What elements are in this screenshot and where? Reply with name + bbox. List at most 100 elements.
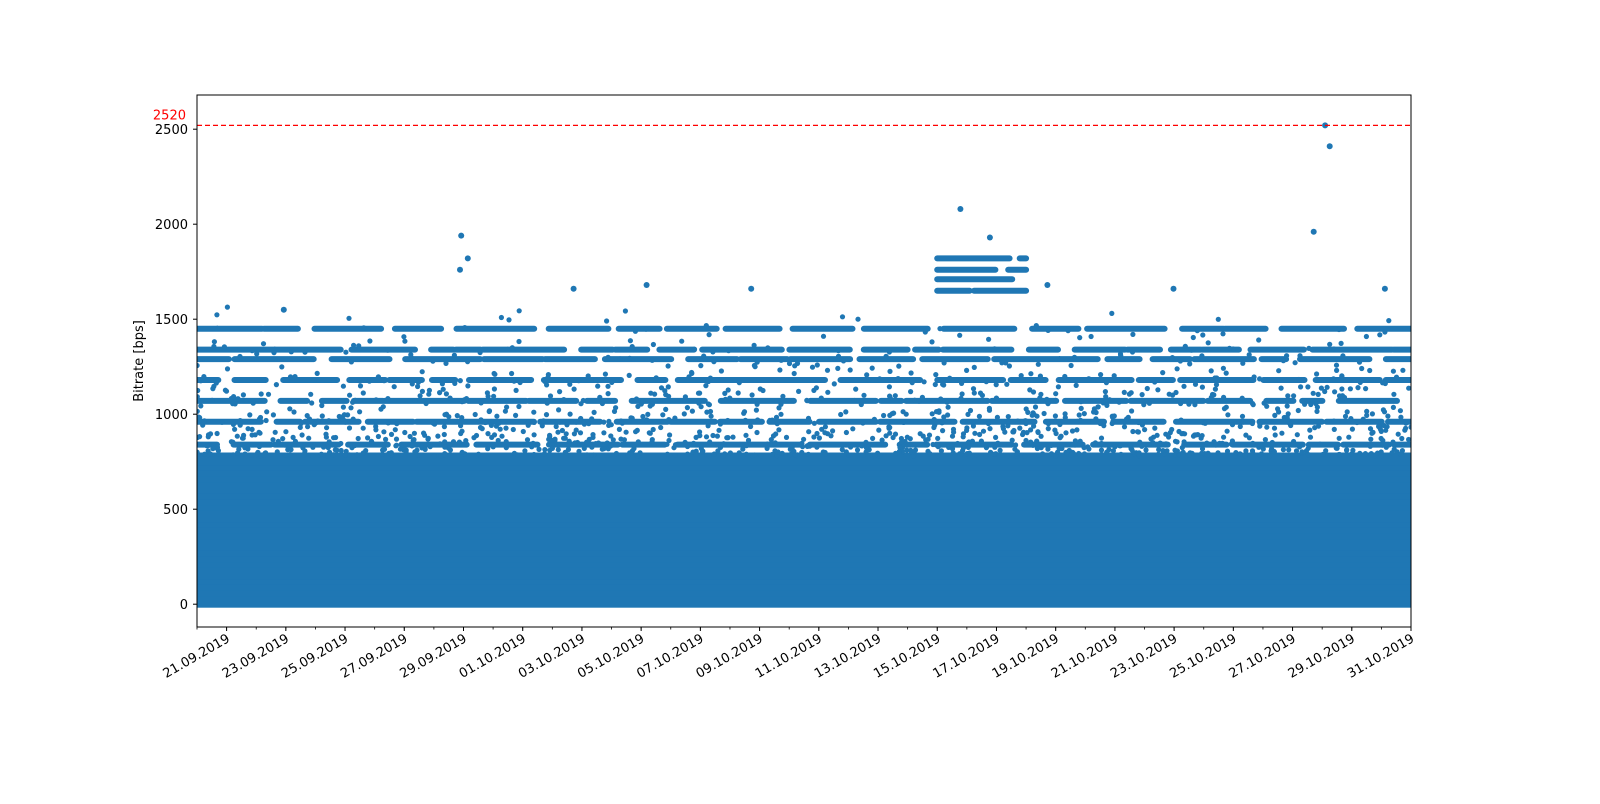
outlier-point-0 xyxy=(458,232,465,239)
scatter-point xyxy=(987,426,993,432)
scatter-point xyxy=(330,452,337,458)
scatter-point xyxy=(1097,420,1103,427)
scatter-point xyxy=(1002,429,1008,435)
scatter-point xyxy=(854,447,861,453)
scatter-point xyxy=(301,451,307,457)
scatter-point xyxy=(463,438,469,444)
scatter-point xyxy=(1035,429,1041,435)
scatter-point xyxy=(235,396,241,402)
scatter-point xyxy=(356,343,362,349)
scatter-point xyxy=(995,440,1001,446)
band-0-row-12 xyxy=(197,532,1411,540)
outlier-point-1 xyxy=(464,255,471,262)
scatter-point xyxy=(437,390,443,396)
scatter-point xyxy=(473,442,479,448)
scatter-point xyxy=(401,347,407,353)
scatter-point xyxy=(340,383,346,389)
scatter-point xyxy=(1367,426,1374,432)
scatter-point xyxy=(304,413,310,419)
scatter-point xyxy=(271,350,277,356)
scatter-point xyxy=(608,433,614,439)
scatter-point xyxy=(717,421,724,427)
scatter-point xyxy=(299,432,305,438)
scatter-point xyxy=(1034,438,1040,444)
scatter-point xyxy=(703,383,709,389)
scatter-point xyxy=(912,397,918,403)
scatter-point xyxy=(231,394,237,400)
scatter-point xyxy=(247,412,253,418)
scatter-point xyxy=(1256,452,1263,458)
scatter-point xyxy=(922,329,928,335)
scatter-point xyxy=(663,406,669,412)
scatter-point xyxy=(1052,413,1058,419)
scatter-point xyxy=(879,437,885,443)
scatter-point xyxy=(478,400,484,406)
scatter-point xyxy=(778,411,784,417)
scatter-point xyxy=(478,417,484,423)
scatter-point xyxy=(562,442,568,448)
scatter-point xyxy=(1141,402,1147,408)
scatter-point xyxy=(346,425,353,431)
scatter-point xyxy=(804,443,811,449)
scatter-point xyxy=(441,424,447,430)
scatter-point xyxy=(256,416,263,422)
scatter-point xyxy=(577,430,584,436)
scatter-point xyxy=(488,422,494,428)
scatter-point xyxy=(210,446,216,452)
scatter-point xyxy=(724,435,730,441)
scatter-point xyxy=(945,404,951,410)
scatter-point xyxy=(543,412,550,418)
scatter-point xyxy=(1395,431,1401,437)
scatter-point xyxy=(1186,452,1192,458)
scatter-point xyxy=(520,428,526,435)
scatter-point xyxy=(1349,426,1355,432)
scatter-point xyxy=(599,400,606,407)
scatter-point xyxy=(876,427,882,433)
scatter-point xyxy=(1077,438,1083,444)
scatter-point xyxy=(357,383,364,389)
scatter-point xyxy=(403,449,409,455)
scatter-point xyxy=(237,418,243,424)
scatter-point xyxy=(1249,400,1256,407)
x-tick-label: 25.10.2019 xyxy=(1167,631,1239,681)
scatter-point xyxy=(1059,445,1065,452)
scatter-point xyxy=(707,439,713,445)
x-tick-label: 27.10.2019 xyxy=(1227,631,1299,681)
scatter-point xyxy=(383,436,389,442)
scatter-point xyxy=(1264,403,1270,409)
scatter-point xyxy=(1398,451,1404,457)
scatter-point xyxy=(1284,414,1290,420)
scatter-point xyxy=(705,401,712,407)
scatter-point xyxy=(1334,445,1340,451)
scatter-point xyxy=(681,411,687,417)
scatter-point xyxy=(1048,442,1054,448)
scatter-point xyxy=(221,344,227,350)
scatter-point xyxy=(522,448,528,454)
scatter-point xyxy=(1397,408,1403,414)
scatter-point xyxy=(513,387,519,393)
scatter-point xyxy=(986,336,992,342)
scatter-point xyxy=(1065,328,1071,334)
scatter-point xyxy=(240,435,246,441)
scatter-point xyxy=(1126,391,1132,397)
scatter-point xyxy=(917,431,923,437)
scatter-point xyxy=(249,452,255,458)
scatter-point xyxy=(283,429,289,435)
scatter-point xyxy=(431,453,437,459)
scatter-point xyxy=(401,334,407,340)
scatter-point xyxy=(1199,384,1205,390)
scatter-point xyxy=(672,415,678,421)
scatter-point xyxy=(635,439,641,445)
scatter-point xyxy=(1322,388,1328,395)
scatter-point xyxy=(459,449,465,455)
scatter-point xyxy=(1154,432,1160,438)
scatter-point xyxy=(672,452,678,458)
scatter-point xyxy=(819,426,825,432)
scatter-point xyxy=(1356,359,1363,365)
scatter-point xyxy=(369,439,375,445)
scatter-point xyxy=(1243,448,1249,454)
scatter-point xyxy=(511,378,517,384)
band-0-row-21 xyxy=(197,481,1411,488)
scatter-point xyxy=(597,394,603,400)
scatter-point xyxy=(930,441,936,448)
